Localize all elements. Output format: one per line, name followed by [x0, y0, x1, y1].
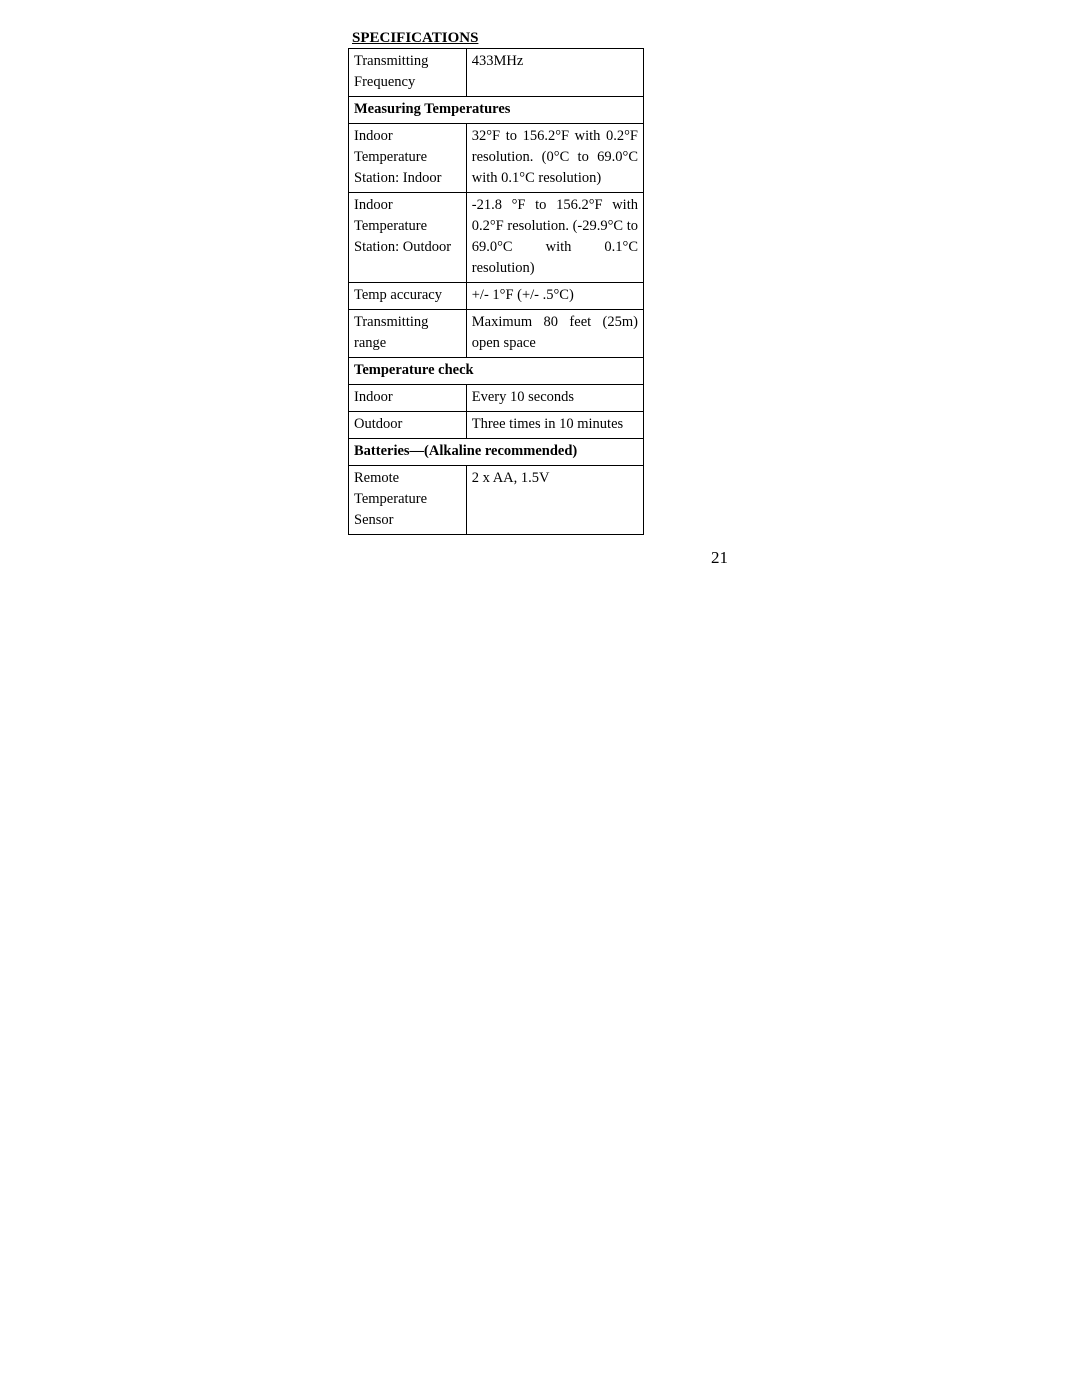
table-row: Indoor Temperature Station: Outdoor -21.… [349, 193, 644, 283]
spec-value: Three times in 10 minutes [466, 412, 643, 439]
table-row: Temp accuracy +/- 1°F (+/- .5°C) [349, 283, 644, 310]
page-content: SPECIFICATIONS Transmitting Frequency 43… [348, 30, 644, 535]
specifications-table: Transmitting Frequency 433MHz Measuring … [348, 48, 644, 535]
spec-label: Indoor Temperature Station: Indoor [349, 124, 467, 193]
spec-value: +/- 1°F (+/- .5°C) [466, 283, 643, 310]
specifications-title: SPECIFICATIONS [352, 30, 644, 47]
spec-value: 32°F to 156.2°F with 0.2°F resolution. (… [466, 124, 643, 193]
spec-label: Remote Temperature Sensor [349, 466, 467, 535]
spec-value: Maximum 80 feet (25m) open space [466, 310, 643, 358]
table-row: Transmitting Frequency 433MHz [349, 49, 644, 97]
section-header: Temperature check [349, 358, 644, 385]
spec-label: Temp accuracy [349, 283, 467, 310]
spec-label: Outdoor [349, 412, 467, 439]
table-row: Indoor Temperature Station: Indoor 32°F … [349, 124, 644, 193]
spec-value: Every 10 seconds [466, 385, 643, 412]
table-row: Transmitting range Maximum 80 feet (25m)… [349, 310, 644, 358]
table-row: Outdoor Three times in 10 minutes [349, 412, 644, 439]
spec-label: Transmitting Frequency [349, 49, 467, 97]
table-row: Measuring Temperatures [349, 97, 644, 124]
spec-value: 2 x AA, 1.5V [466, 466, 643, 535]
section-header: Measuring Temperatures [349, 97, 644, 124]
table-row: Indoor Every 10 seconds [349, 385, 644, 412]
spec-label: Indoor Temperature Station: Outdoor [349, 193, 467, 283]
spec-value: 433MHz [466, 49, 643, 97]
spec-value: -21.8 °F to 156.2°F with 0.2°F resolutio… [466, 193, 643, 283]
table-row: Remote Temperature Sensor 2 x AA, 1.5V [349, 466, 644, 535]
spec-label: Indoor [349, 385, 467, 412]
table-row: Batteries—(Alkaline recommended) [349, 439, 644, 466]
page-number: 21 [711, 548, 728, 568]
spec-label: Transmitting range [349, 310, 467, 358]
section-header: Batteries—(Alkaline recommended) [349, 439, 644, 466]
table-row: Temperature check [349, 358, 644, 385]
table-body: Transmitting Frequency 433MHz Measuring … [349, 49, 644, 535]
